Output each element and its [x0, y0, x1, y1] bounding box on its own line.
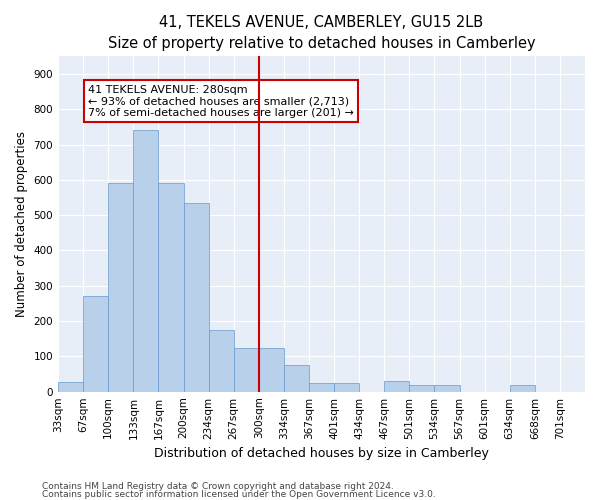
X-axis label: Distribution of detached houses by size in Camberley: Distribution of detached houses by size … — [154, 447, 489, 460]
Text: Contains HM Land Registry data © Crown copyright and database right 2024.: Contains HM Land Registry data © Crown c… — [42, 482, 394, 491]
Title: 41, TEKELS AVENUE, CAMBERLEY, GU15 2LB
Size of property relative to detached hou: 41, TEKELS AVENUE, CAMBERLEY, GU15 2LB S… — [108, 15, 535, 51]
Bar — [133, 130, 158, 392]
Bar — [434, 384, 460, 392]
Bar — [284, 365, 309, 392]
Y-axis label: Number of detached properties: Number of detached properties — [15, 131, 28, 317]
Bar — [259, 348, 284, 392]
Text: 41 TEKELS AVENUE: 280sqm
← 93% of detached houses are smaller (2,713)
7% of semi: 41 TEKELS AVENUE: 280sqm ← 93% of detach… — [88, 84, 354, 118]
Bar — [510, 384, 535, 392]
Bar — [158, 184, 184, 392]
Bar — [334, 383, 359, 392]
Bar — [309, 383, 334, 392]
Bar — [83, 296, 108, 392]
Bar — [233, 348, 259, 392]
Bar — [209, 330, 233, 392]
Bar — [58, 382, 83, 392]
Bar — [108, 184, 133, 392]
Bar — [409, 384, 434, 392]
Text: Contains public sector information licensed under the Open Government Licence v3: Contains public sector information licen… — [42, 490, 436, 499]
Bar — [184, 203, 209, 392]
Bar — [384, 381, 409, 392]
